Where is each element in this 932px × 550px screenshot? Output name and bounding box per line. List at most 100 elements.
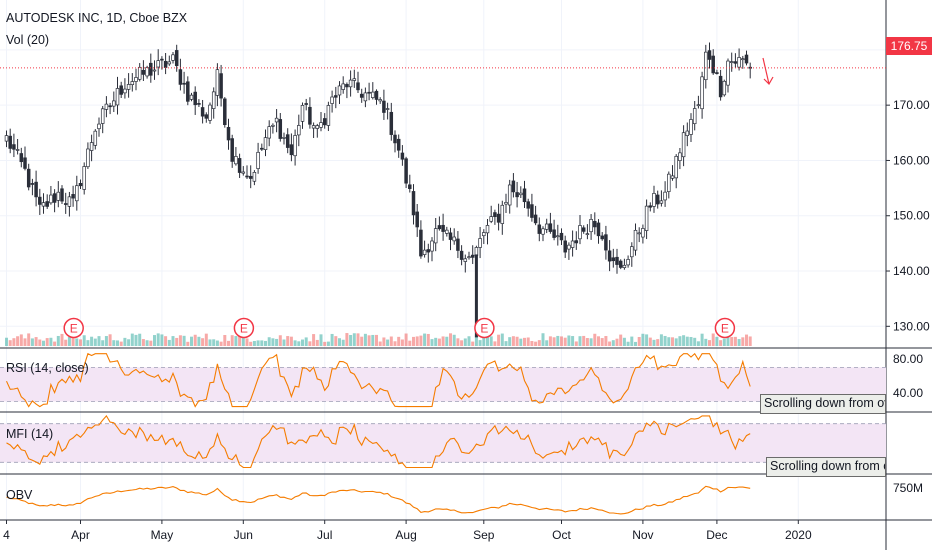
volume-bar <box>423 333 427 346</box>
candle-down <box>308 106 312 125</box>
volume-bar <box>356 333 360 346</box>
candle-down <box>178 69 183 85</box>
volume-bar <box>441 336 445 346</box>
volume-bar <box>227 340 230 346</box>
volume-bar <box>282 339 286 346</box>
volume-bar <box>219 341 223 346</box>
volume-bar <box>190 336 193 346</box>
volume-bar <box>619 334 623 346</box>
candle-down <box>618 260 623 268</box>
volume-bar <box>408 340 412 346</box>
candle-up <box>489 216 493 222</box>
candle-down <box>496 213 501 223</box>
volume-bar <box>286 336 290 346</box>
candle-up <box>726 60 730 86</box>
candle-down <box>611 257 616 262</box>
time-axis-label: Apr <box>71 528 90 542</box>
volume-bar <box>611 340 615 346</box>
candle-up <box>171 54 175 61</box>
candle-down <box>655 194 660 205</box>
candle-down <box>141 69 146 75</box>
candle-up <box>126 84 131 90</box>
volume-bar <box>360 336 364 346</box>
candle-down <box>45 201 49 207</box>
volume-bar <box>615 338 619 346</box>
candle-down <box>596 222 601 237</box>
volume-bar <box>711 333 715 346</box>
candle-down <box>437 225 442 230</box>
candle-down <box>493 212 497 218</box>
volume-bar <box>264 340 267 346</box>
candle-down <box>345 84 349 88</box>
volume-bar <box>230 335 234 346</box>
candle-up <box>341 83 345 90</box>
candle-up <box>433 228 438 244</box>
candle-up <box>156 60 160 68</box>
volume-bar <box>437 338 441 346</box>
candle-up <box>696 104 701 107</box>
volume-bar <box>153 335 156 346</box>
volume-bar <box>652 339 656 346</box>
volume-bar <box>156 333 160 346</box>
candle-up <box>282 137 286 139</box>
volume-bar <box>119 341 123 346</box>
candle-down <box>511 180 516 193</box>
volume-bar <box>112 340 116 346</box>
candle-down <box>52 193 57 203</box>
candle-down <box>389 111 394 135</box>
volume-bar <box>511 336 515 346</box>
earnings-marker-label: E <box>480 322 488 336</box>
volume-bar <box>204 333 208 346</box>
volume-bar <box>393 341 397 346</box>
volume-bar <box>101 340 105 346</box>
candle-down <box>604 234 608 251</box>
volume-bar <box>93 338 97 346</box>
volume-bar <box>297 341 301 346</box>
obv-axis-label: 750M <box>893 481 923 495</box>
candle-down <box>707 50 712 60</box>
volume-bar <box>104 336 108 346</box>
candle-down <box>163 60 168 68</box>
candle-up <box>685 130 690 136</box>
candle-down <box>237 158 242 173</box>
candle-up <box>49 194 53 204</box>
candle-up <box>445 229 449 234</box>
candle-down <box>374 90 379 100</box>
volume-bar <box>630 336 634 346</box>
candle-up <box>578 225 582 240</box>
volume-bar <box>523 337 526 346</box>
candle-up <box>663 191 667 201</box>
volume-bar <box>641 333 645 346</box>
candle-down <box>408 184 412 189</box>
mfi-band <box>0 423 886 463</box>
candle-down <box>226 126 231 141</box>
volume-bar <box>45 338 49 346</box>
candle-down <box>396 138 401 151</box>
earnings-marker-label: E <box>721 322 729 336</box>
candle-up <box>504 202 508 205</box>
candle-up <box>474 247 479 256</box>
candle-down <box>600 235 604 240</box>
volume-bar <box>434 337 438 346</box>
earnings-marker-label: E <box>70 322 78 336</box>
candle-down <box>304 103 308 105</box>
volume-bar <box>737 339 741 346</box>
volume-bar <box>275 338 279 346</box>
volume-bar <box>745 334 748 346</box>
volume-bar <box>578 336 582 346</box>
volume-bar <box>171 336 175 346</box>
volume-bar <box>330 333 334 346</box>
candle-up <box>652 193 656 207</box>
candle-up <box>263 137 268 150</box>
volume-bar <box>515 336 519 346</box>
volume-bar <box>30 338 34 346</box>
candle-up <box>737 57 741 68</box>
candle-up <box>729 61 734 63</box>
volume-bar <box>389 336 393 346</box>
candle-down <box>322 118 327 126</box>
volume-bar <box>138 333 142 346</box>
candle-up <box>452 236 456 242</box>
volume-bar <box>449 333 452 346</box>
volume-bar <box>696 341 700 346</box>
candle-down <box>193 91 197 106</box>
